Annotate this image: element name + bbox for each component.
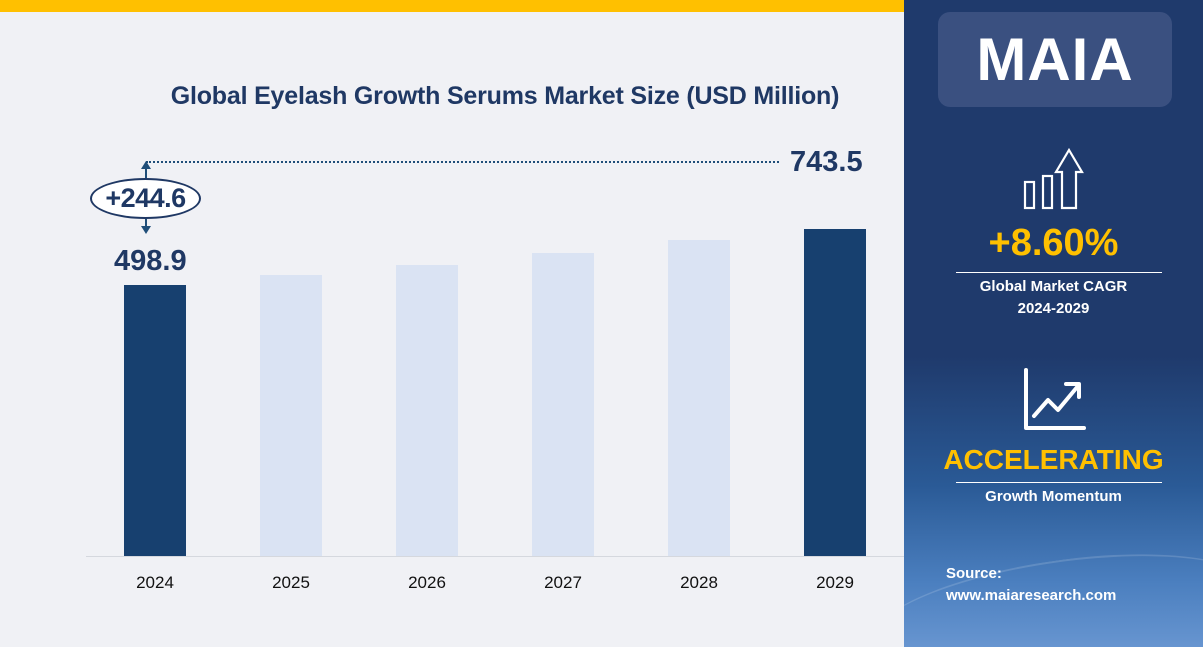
x-tick-label: 2024 bbox=[136, 573, 174, 592]
x-tick-label: 2025 bbox=[272, 573, 310, 592]
bar-2024 bbox=[124, 285, 186, 556]
cagr-label: Global Market CAGR 2024-2029 bbox=[904, 276, 1203, 320]
chart-title: Global Eyelash Growth Serums Market Size… bbox=[170, 82, 840, 110]
difference-connector bbox=[145, 219, 147, 228]
bar-2028 bbox=[668, 240, 730, 556]
momentum-value: ACCELERATING bbox=[943, 444, 1164, 475]
cagr-period: 2024-2029 bbox=[1017, 300, 1090, 317]
start-value-label: 498.9 bbox=[114, 245, 187, 277]
source-url: www.maiaresearch.com bbox=[946, 587, 1117, 604]
bar-2029 bbox=[804, 229, 866, 556]
bar-2025 bbox=[260, 275, 322, 556]
cagr-value: +8.60% bbox=[988, 222, 1119, 264]
arrow-down-icon bbox=[141, 226, 151, 234]
x-tick-label: 2027 bbox=[544, 573, 582, 592]
difference-connector bbox=[145, 168, 147, 178]
bar-chart-up-arrow-icon bbox=[1023, 147, 1084, 210]
difference-dotted-line bbox=[146, 161, 779, 163]
source: Source: www.maiaresearch.com bbox=[946, 563, 1116, 607]
momentum-label: Growth Momentum bbox=[985, 488, 1122, 505]
x-axis-line bbox=[86, 556, 904, 557]
x-tick-label: 2029 bbox=[816, 573, 854, 592]
arrow-up-icon bbox=[141, 161, 151, 169]
cagr-label-line1: Global Market CAGR bbox=[979, 278, 1128, 295]
logo: MAIA bbox=[938, 12, 1172, 107]
logo-text: MAIA bbox=[976, 26, 1134, 93]
source-label: Source: bbox=[946, 565, 1002, 582]
difference-badge: +244.6 bbox=[90, 178, 201, 219]
bar-2026 bbox=[396, 265, 458, 556]
end-value-label: 743.5 bbox=[790, 146, 863, 178]
bar-2027 bbox=[532, 253, 594, 556]
x-tick-label: 2028 bbox=[680, 573, 718, 592]
sidebar-panel: MAIA +8.60% Global Market CAGR 2024-2029… bbox=[904, 0, 1203, 647]
x-tick-label: 2026 bbox=[408, 573, 446, 592]
divider bbox=[956, 482, 1162, 483]
divider bbox=[956, 272, 1162, 273]
line-chart-trend-up-icon bbox=[1024, 368, 1086, 430]
top-accent-bar bbox=[0, 0, 904, 12]
